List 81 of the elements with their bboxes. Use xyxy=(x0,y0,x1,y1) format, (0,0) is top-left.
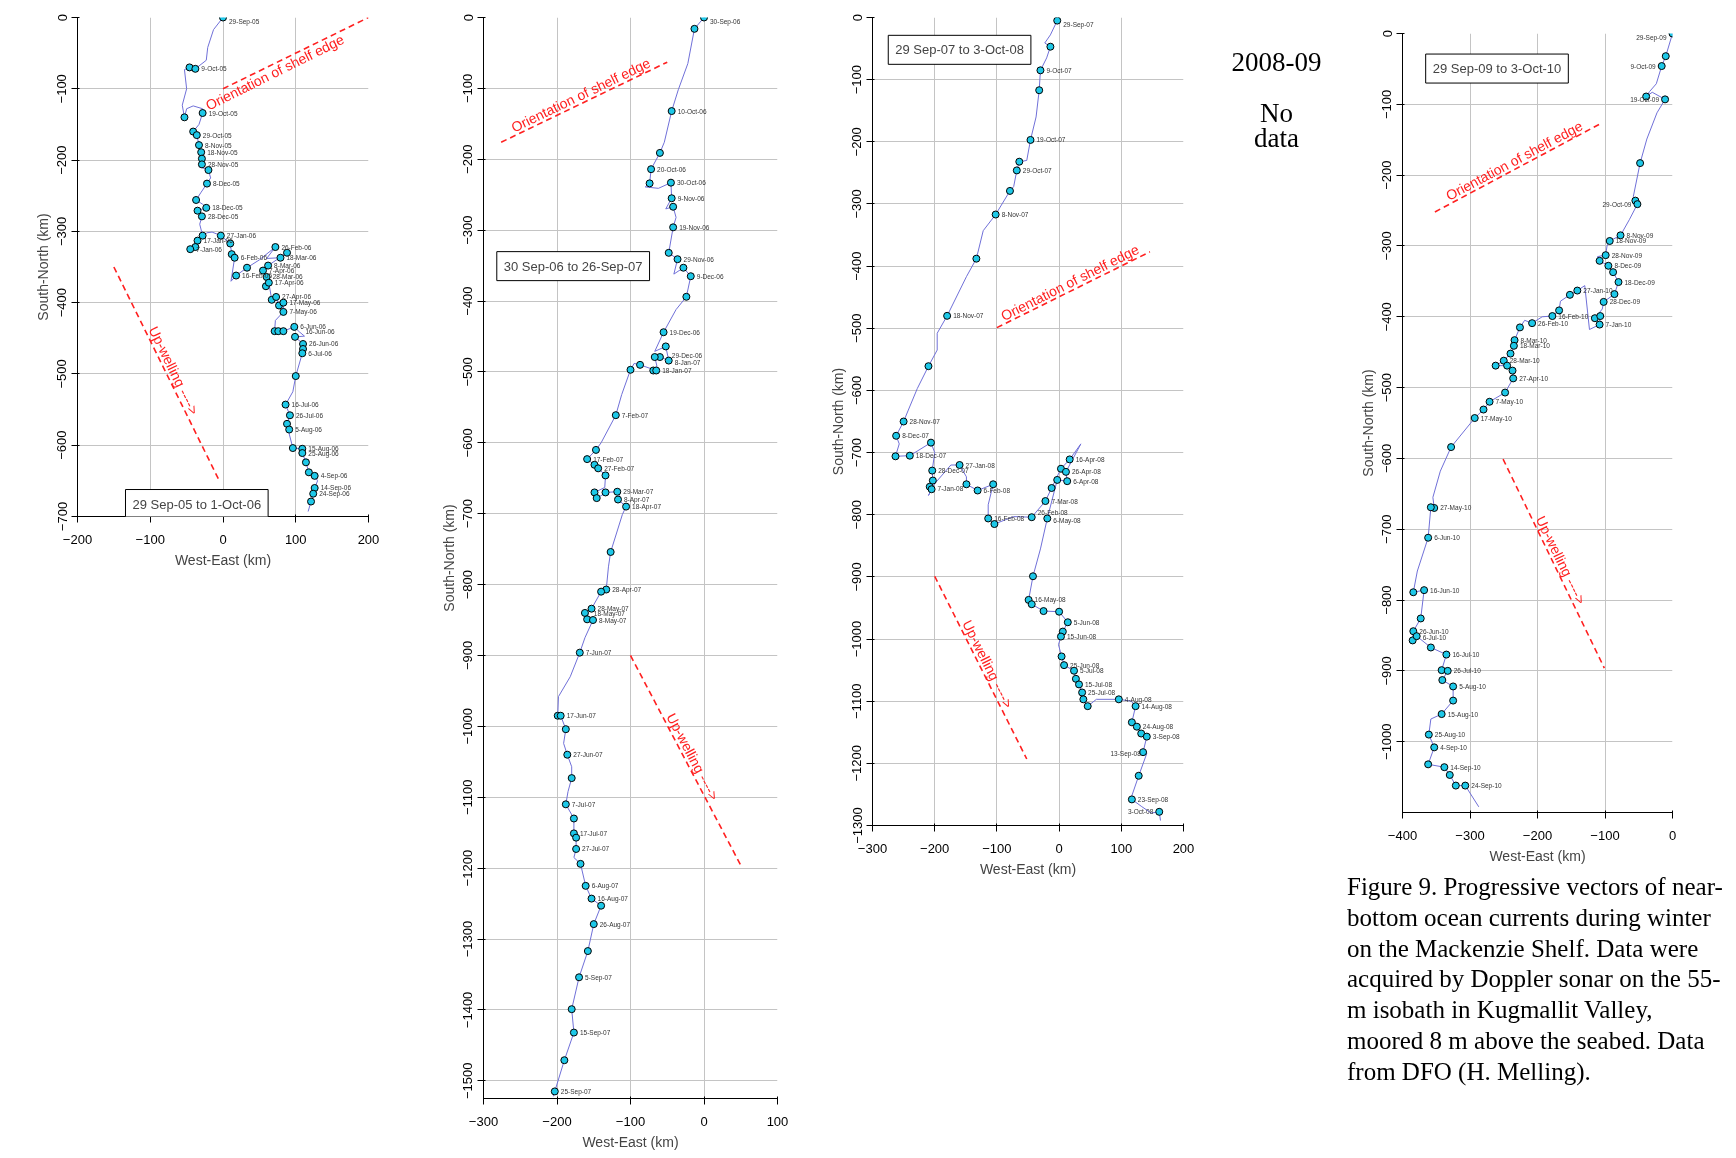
y-tick-label: −700 xyxy=(54,501,70,532)
y-tick-label: −700 xyxy=(1379,514,1395,544)
y-tick-label: −700 xyxy=(460,499,476,529)
x-tick-label: −200 xyxy=(1522,827,1553,843)
y-tick-label: −500 xyxy=(849,313,865,343)
y-tick-label: −800 xyxy=(460,569,476,600)
y-tick-label: −1500 xyxy=(460,1062,476,1100)
y-tick-label: −300 xyxy=(849,189,865,219)
x-tick-label: −300 xyxy=(1455,827,1485,843)
y-tick-label: −1400 xyxy=(460,991,476,1029)
x-axis-title: West-East (km) xyxy=(582,1133,679,1150)
y-tick-label: −900 xyxy=(849,562,865,592)
y-tick-label: −700 xyxy=(849,437,865,468)
y-tick-label: −200 xyxy=(1379,160,1395,190)
y-tick-label: −400 xyxy=(1379,302,1395,332)
y-axis-title: South-North (km) xyxy=(1359,369,1376,477)
y-tick-label: −600 xyxy=(849,375,865,406)
y-tick-label: −500 xyxy=(1379,372,1395,403)
x-tick-label: 200 xyxy=(1172,840,1195,856)
y-tick-label: −400 xyxy=(54,287,70,318)
y-tick-label: −200 xyxy=(460,144,476,174)
y-tick-label: −600 xyxy=(54,430,70,460)
text: 29 Sep-07 to 3-Oct-08 xyxy=(895,42,1024,58)
y-axis-title: South-North (km) xyxy=(829,367,846,476)
y-axis-title: South-North (km) xyxy=(34,213,51,321)
y-tick-label: −900 xyxy=(460,640,476,671)
y-tick-label: −300 xyxy=(460,215,476,245)
x-tick-label: 0 xyxy=(700,1113,708,1129)
y-tick-label: −1000 xyxy=(1379,723,1395,760)
y-tick-label: 0 xyxy=(460,13,476,22)
y-tick-label: −1100 xyxy=(460,779,476,816)
y-tick-label: −300 xyxy=(1379,231,1395,261)
x-axis-title: West-East (km) xyxy=(174,551,272,568)
x-tick-label: −200 xyxy=(542,1113,572,1129)
y-tick-label: −200 xyxy=(54,145,70,175)
x-tick-label: −100 xyxy=(615,1113,646,1129)
y-tick-label: −500 xyxy=(460,357,476,387)
y-tick-label: −100 xyxy=(849,65,865,95)
y-tick-label: −800 xyxy=(849,500,865,530)
y-tick-label: −400 xyxy=(460,286,476,316)
y-tick-label: −900 xyxy=(1379,656,1395,686)
y-tick-label: −200 xyxy=(849,127,865,157)
x-tick-label: 0 xyxy=(1055,840,1063,856)
y-tick-label: −1200 xyxy=(460,849,476,887)
text: 2008-09 xyxy=(1231,47,1322,78)
x-tick-label: −100 xyxy=(982,840,1012,856)
x-tick-label: 100 xyxy=(766,1113,789,1129)
text: 30 Sep-06 to 26-Sep-07 xyxy=(503,258,643,274)
x-tick-label: 0 xyxy=(219,531,227,547)
x-tick-label: 100 xyxy=(284,531,307,547)
y-tick-label: −300 xyxy=(54,216,70,246)
y-tick-label: −100 xyxy=(1379,89,1395,119)
y-tick-label: −100 xyxy=(54,74,70,104)
x-tick-label: 200 xyxy=(357,531,380,547)
y-tick-label: −400 xyxy=(849,251,865,281)
y-tick-label: −600 xyxy=(460,428,476,458)
y-tick-label: 0 xyxy=(1379,29,1395,38)
x-tick-label: −100 xyxy=(1590,827,1620,843)
y-axis-title: South-North (km) xyxy=(440,504,457,612)
x-tick-label: −100 xyxy=(135,531,165,547)
y-tick-label: −100 xyxy=(460,73,476,104)
x-axis-title: West-East (km) xyxy=(1489,847,1586,864)
text: 29 Sep-09 to 3-Oct-10 xyxy=(1432,61,1562,77)
text: No data xyxy=(1254,98,1299,153)
y-tick-label: −500 xyxy=(54,359,70,389)
x-axis-title: West-East (km) xyxy=(979,860,1077,877)
y-tick-label: −1100 xyxy=(849,683,865,719)
y-tick-label: −1300 xyxy=(849,807,865,844)
y-tick-label: 0 xyxy=(849,13,865,22)
y-tick-label: −600 xyxy=(1379,443,1395,474)
text: 29 Sep-05 to 1-Oct-06 xyxy=(132,496,262,512)
x-tick-label: 100 xyxy=(1110,840,1133,856)
y-tick-label: −800 xyxy=(1379,585,1395,615)
y-tick-label: 0 xyxy=(54,13,70,22)
y-tick-label: −1200 xyxy=(849,745,865,782)
y-tick-label: −1000 xyxy=(460,708,476,745)
x-tick-label: −200 xyxy=(920,840,950,856)
y-tick-label: −1300 xyxy=(460,920,476,958)
caption: Figure 9. Progressive vectors of near-bottom ocean currents during winter on the Mackenzie Shelf. Data were acquired by Doppler sonar on the 55-m isobath in Kugmallit Valley, moored 8 m above the seabed. Data from DFO (H. Melling). xyxy=(1347,872,1724,1088)
y-tick-label: −1000 xyxy=(849,620,865,658)
x-tick-label: 0 xyxy=(1668,827,1677,843)
